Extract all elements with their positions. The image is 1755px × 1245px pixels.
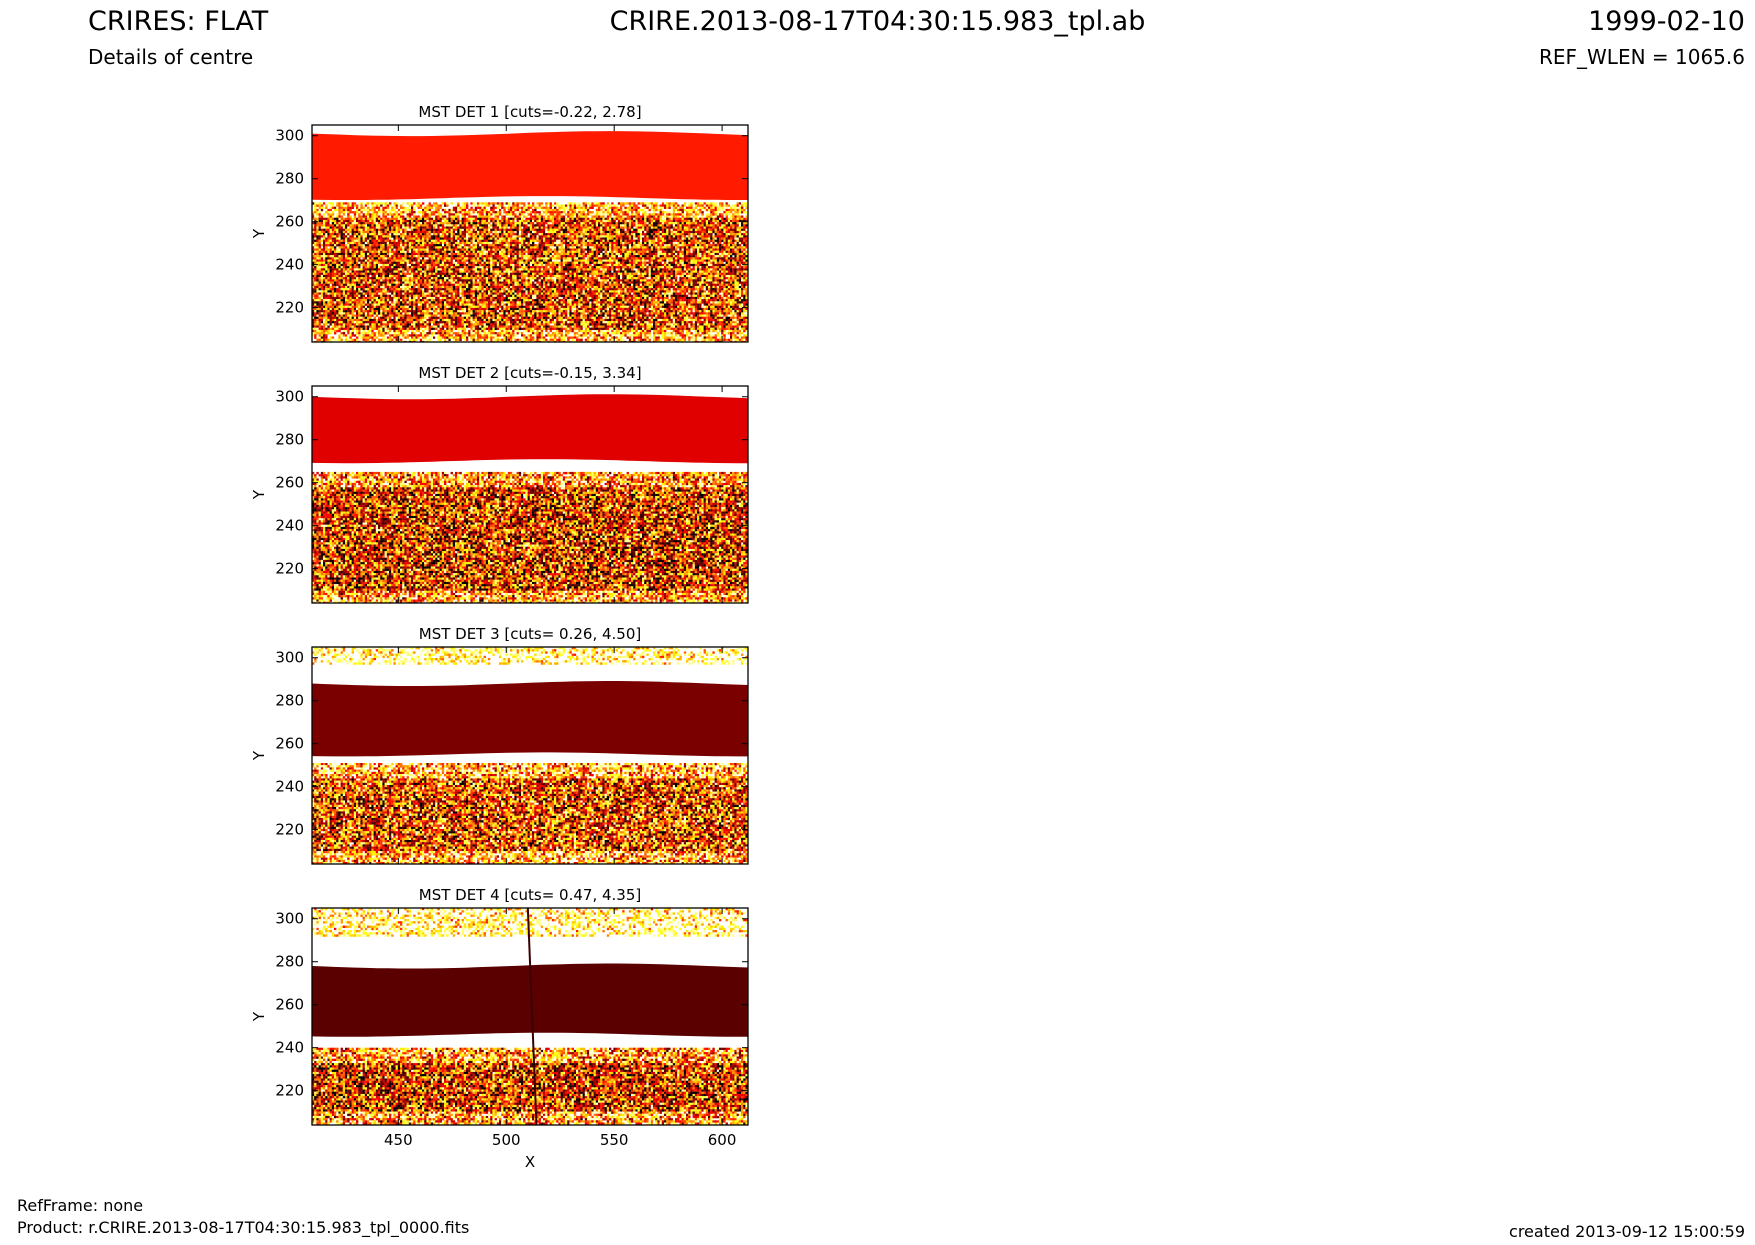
panel-title: MST DET 4 [cuts= 0.47, 4.35] (419, 886, 642, 904)
y-tick-label: 220 (275, 299, 304, 317)
created-timestamp: created 2013-09-12 15:00:59 (1509, 1222, 1745, 1241)
date-label: 1999-02-10 (1588, 6, 1745, 37)
y-tick-label: 240 (275, 256, 304, 274)
y-tick-label: 220 (275, 821, 304, 839)
y-tick-label: 280 (275, 431, 304, 449)
panel-title: MST DET 3 [cuts= 0.26, 4.50] (419, 625, 642, 643)
spectral-order (312, 394, 748, 464)
axes-frame (311, 907, 749, 1126)
y-tick-label: 260 (275, 996, 304, 1014)
x-tick-label: 500 (492, 1131, 521, 1149)
detector-panel-1: MST DET 1 [cuts=-0.22, 2.78] 220 240 260 280… (250, 103, 749, 343)
product-label: Product: r.CRIRE.2013-08-17T04:30:15.983… (17, 1218, 469, 1237)
y-tick-label: 300 (275, 127, 304, 145)
detector-panel-3: MST DET 3 [cuts= 0.26, 4.50] 220 240 260 280… (250, 625, 749, 865)
detector-image (312, 386, 748, 603)
spectral-order (312, 681, 748, 757)
y-tick-label: 260 (275, 474, 304, 492)
y-tick-label: 300 (275, 910, 304, 928)
y-axis-label: Y (250, 489, 268, 500)
detector-image (312, 908, 748, 1125)
y-axis-label: Y (250, 228, 268, 239)
y-tick-label: 280 (275, 953, 304, 971)
spectral-order (312, 963, 748, 1037)
detector-image (312, 125, 748, 342)
y-tick-label: 220 (275, 1082, 304, 1100)
y-tick-label: 280 (275, 692, 304, 710)
axes-frame (311, 646, 749, 865)
page-subtitle: Details of centre (88, 45, 253, 69)
page-title: CRIRES: FLAT (88, 6, 268, 37)
y-tick-label: 240 (275, 1039, 304, 1057)
detector-image (312, 647, 748, 864)
x-tick-label: 450 (384, 1131, 413, 1149)
panel-title: MST DET 1 [cuts=-0.22, 2.78] (418, 103, 641, 121)
y-axis-label: Y (250, 750, 268, 761)
spectral-order (312, 131, 748, 200)
frame-name: CRIRE.2013-08-17T04:30:15.983_tpl.ab (0, 6, 1755, 37)
y-tick-label: 300 (275, 388, 304, 406)
x-axis-label: X (525, 1153, 535, 1171)
ref-wlen-label: REF_WLEN = 1065.6 (1539, 45, 1745, 69)
axes-frame (311, 385, 749, 604)
x-tick-label: 550 (600, 1131, 629, 1149)
y-tick-label: 240 (275, 778, 304, 796)
y-tick-label: 260 (275, 213, 304, 231)
y-tick-label: 260 (275, 735, 304, 753)
x-tick-label: 600 (708, 1131, 737, 1149)
defect-column (526, 908, 538, 1125)
y-tick-label: 240 (275, 517, 304, 535)
axes-frame (311, 124, 749, 343)
detector-panel-4: MST DET 4 [cuts= 0.47, 4.35] 220 240 260 280… (250, 886, 749, 1171)
detector-panel-2: MST DET 2 [cuts=-0.15, 3.34] 220 240 260 280… (250, 364, 749, 604)
ref-frame-label: RefFrame: none (17, 1196, 143, 1215)
y-tick-label: 280 (275, 170, 304, 188)
panel-title: MST DET 2 [cuts=-0.15, 3.34] (418, 364, 641, 382)
y-tick-label: 220 (275, 560, 304, 578)
y-tick-label: 300 (275, 649, 304, 667)
y-axis-label: Y (250, 1011, 268, 1022)
